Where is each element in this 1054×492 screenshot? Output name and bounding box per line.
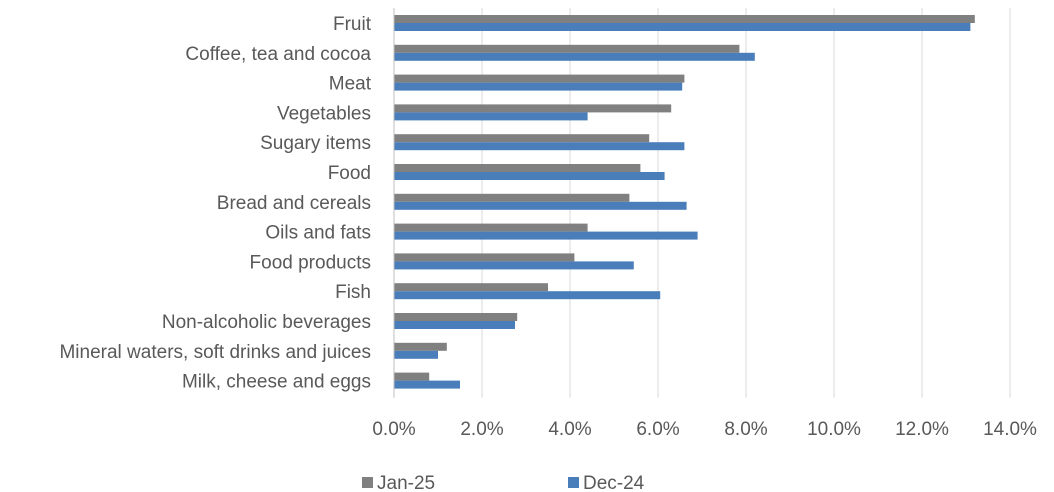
legend-swatch [362, 477, 373, 488]
category-label: Fruit [333, 14, 372, 35]
tick-label: 2.0% [460, 419, 503, 440]
category-label: Food products [250, 252, 371, 273]
bar-jan-25 [394, 342, 447, 351]
bar-dec-24 [394, 291, 661, 300]
legend-label: Dec-24 [583, 473, 645, 492]
tick-label: 4.0% [548, 419, 591, 440]
bar-dec-24 [394, 321, 515, 329]
bar-dec-24 [394, 231, 698, 240]
bar-dec-24 [394, 380, 460, 389]
bar-dec-24 [394, 350, 438, 359]
legend: Jan-25 Dec-24 [362, 473, 645, 492]
category-label: Mineral waters, soft drinks and juices [59, 342, 371, 363]
tick-label: 12.0% [895, 419, 949, 440]
bar-dec-24 [394, 52, 755, 61]
bar-dec-24 [394, 112, 588, 121]
bar-jan-25 [394, 253, 575, 262]
category-label: Food [328, 163, 371, 184]
category-label: Fish [335, 282, 371, 303]
bar-dec-24 [394, 201, 687, 210]
bar-jan-25 [394, 223, 588, 232]
bar-jan-25 [394, 74, 685, 83]
tick-label: 6.0% [636, 419, 679, 440]
bar-jan-25 [394, 313, 518, 321]
tick-label: 8.0% [724, 419, 767, 440]
tick-label: 14.0% [983, 419, 1037, 440]
legend-swatch [568, 477, 579, 488]
bar-jan-25 [394, 372, 430, 381]
bar-dec-24 [394, 261, 634, 270]
bar-jan-25 [394, 104, 672, 113]
category-label: Coffee, tea and cocoa [185, 44, 371, 65]
bar-jan-25 [394, 44, 740, 53]
tick-label: 10.0% [807, 419, 861, 440]
bar-dec-24 [394, 82, 683, 91]
legend-label: Jan-25 [377, 473, 435, 492]
tick-labels: 0.0% 2.0% 4.0% 6.0% 8.0% 10.0% 12.0% 14.0% [372, 419, 1037, 440]
bar-dec-24 [394, 142, 685, 151]
category-label: Non-alcoholic beverages [162, 312, 371, 333]
bar-jan-25 [394, 15, 975, 23]
bar-jan-25 [394, 283, 548, 292]
category-label: Milk, cheese and eggs [182, 372, 371, 393]
category-label: Oils and fats [265, 223, 371, 244]
bars [394, 15, 975, 389]
category-label: Meat [329, 74, 372, 95]
category-label: Sugary items [260, 133, 371, 154]
bar-jan-25 [394, 134, 650, 143]
category-labels: Fruit Coffee, tea and cocoa Meat Vegetables… [59, 14, 371, 393]
bar-dec-24 [394, 23, 971, 31]
tick-label: 0.0% [372, 419, 415, 440]
bar-dec-24 [394, 172, 665, 180]
category-label: Vegetables [277, 103, 371, 124]
category-label: Bread and cereals [217, 193, 371, 214]
bar-jan-25 [394, 164, 641, 172]
bar-jan-25 [394, 193, 630, 202]
